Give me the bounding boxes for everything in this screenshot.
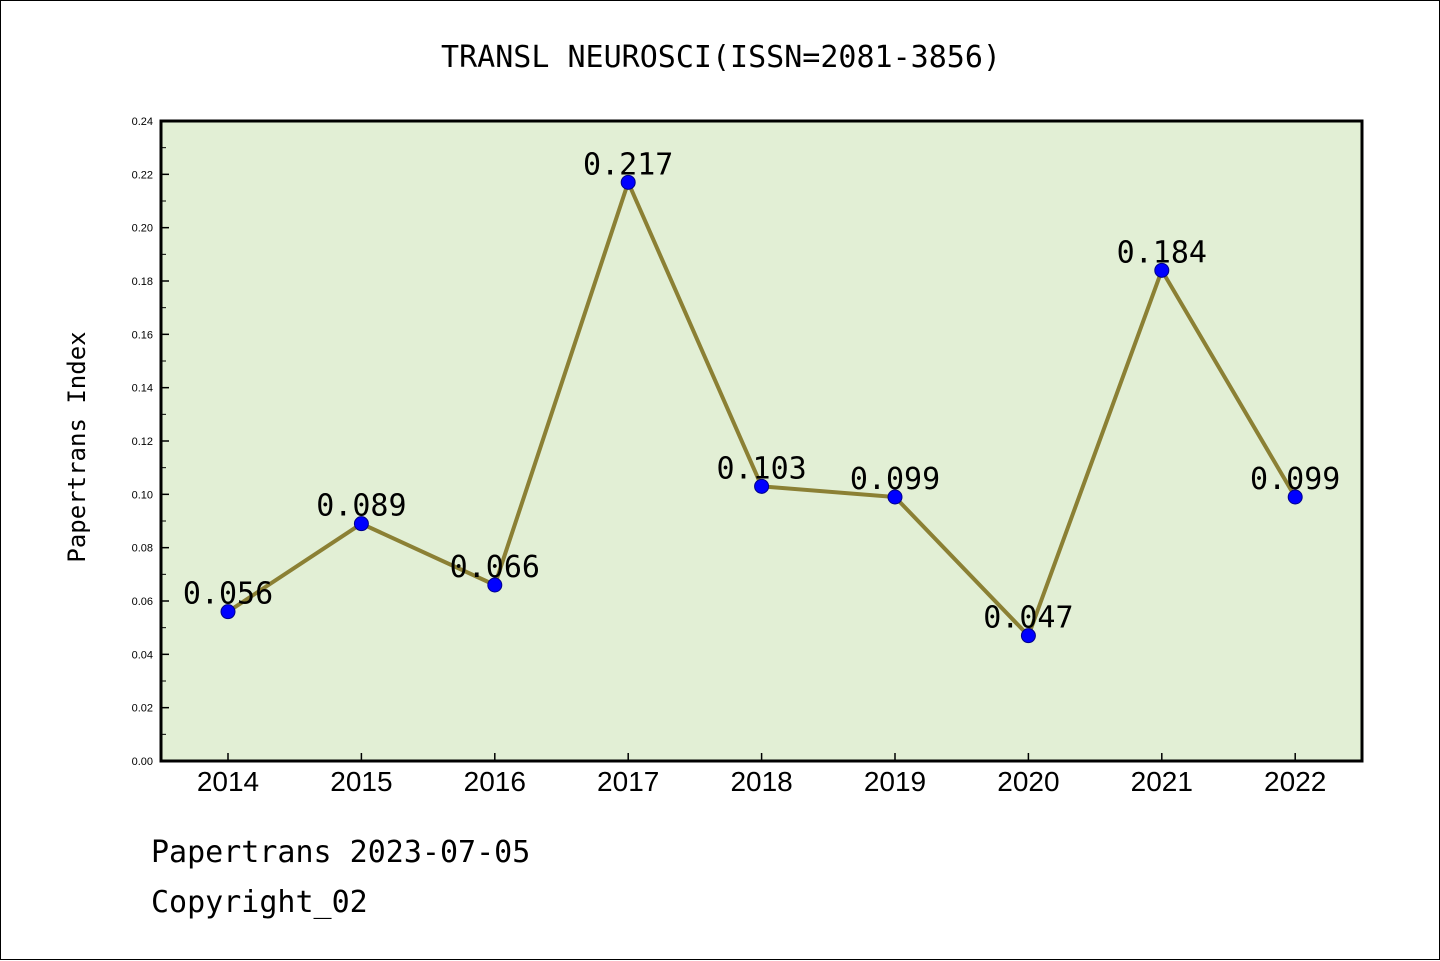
y-tick-label: 0.10	[132, 489, 153, 501]
y-axis-label: Papertrans Index	[63, 331, 91, 562]
x-tick-label: 2016	[464, 766, 526, 797]
y-tick-label: 0.14	[132, 383, 153, 395]
y-tick-label: 0.12	[132, 436, 153, 448]
y-tick-label: 0.20	[132, 223, 153, 235]
footer-copyright: Copyright_02	[151, 885, 368, 920]
data-point	[1154, 262, 1170, 278]
y-tick-label: 0.18	[132, 276, 153, 288]
data-point	[887, 489, 903, 505]
data-label: 0.103	[716, 451, 806, 486]
chart-title: TRANSL NEUROSCI(ISSN=2081-3856)	[441, 40, 1001, 75]
x-tick-label: 2019	[864, 766, 926, 797]
x-tick-label: 2020	[997, 766, 1059, 797]
data-point	[1287, 489, 1303, 505]
x-tick-label: 2015	[330, 766, 392, 797]
data-label: 0.099	[1250, 462, 1340, 497]
footer-date: Papertrans 2023-07-05	[151, 835, 531, 870]
data-label: 0.047	[983, 601, 1073, 636]
data-point	[754, 478, 770, 494]
y-tick-label: 0.24	[132, 116, 153, 128]
data-label: 0.217	[583, 147, 673, 182]
x-tick-label: 2021	[1131, 766, 1193, 797]
data-label: 0.184	[1117, 235, 1207, 270]
data-label: 0.099	[850, 462, 940, 497]
y-tick-label: 0.16	[132, 329, 153, 341]
data-label: 0.056	[183, 577, 273, 612]
plot-border	[159, 119, 1364, 763]
plot-area	[161, 121, 1362, 761]
data-label: 0.066	[450, 550, 540, 585]
data-point	[1020, 628, 1036, 644]
data-point	[220, 604, 236, 620]
y-tick-label: 0.08	[132, 543, 153, 555]
y-tick-label: 0.04	[132, 649, 153, 661]
y-tick-label: 0.22	[132, 169, 153, 181]
x-tick-label: 2022	[1264, 766, 1326, 797]
data-point	[353, 516, 369, 532]
y-tick-label: 0.02	[132, 703, 153, 715]
x-tick-label: 2014	[197, 766, 259, 797]
data-point	[487, 577, 503, 593]
x-tick-label: 2018	[730, 766, 792, 797]
y-tick-label: 0.00	[132, 756, 153, 768]
data-point	[620, 174, 636, 190]
x-tick-label: 2017	[597, 766, 659, 797]
y-tick-label: 0.06	[132, 596, 153, 608]
data-label: 0.089	[316, 489, 406, 524]
